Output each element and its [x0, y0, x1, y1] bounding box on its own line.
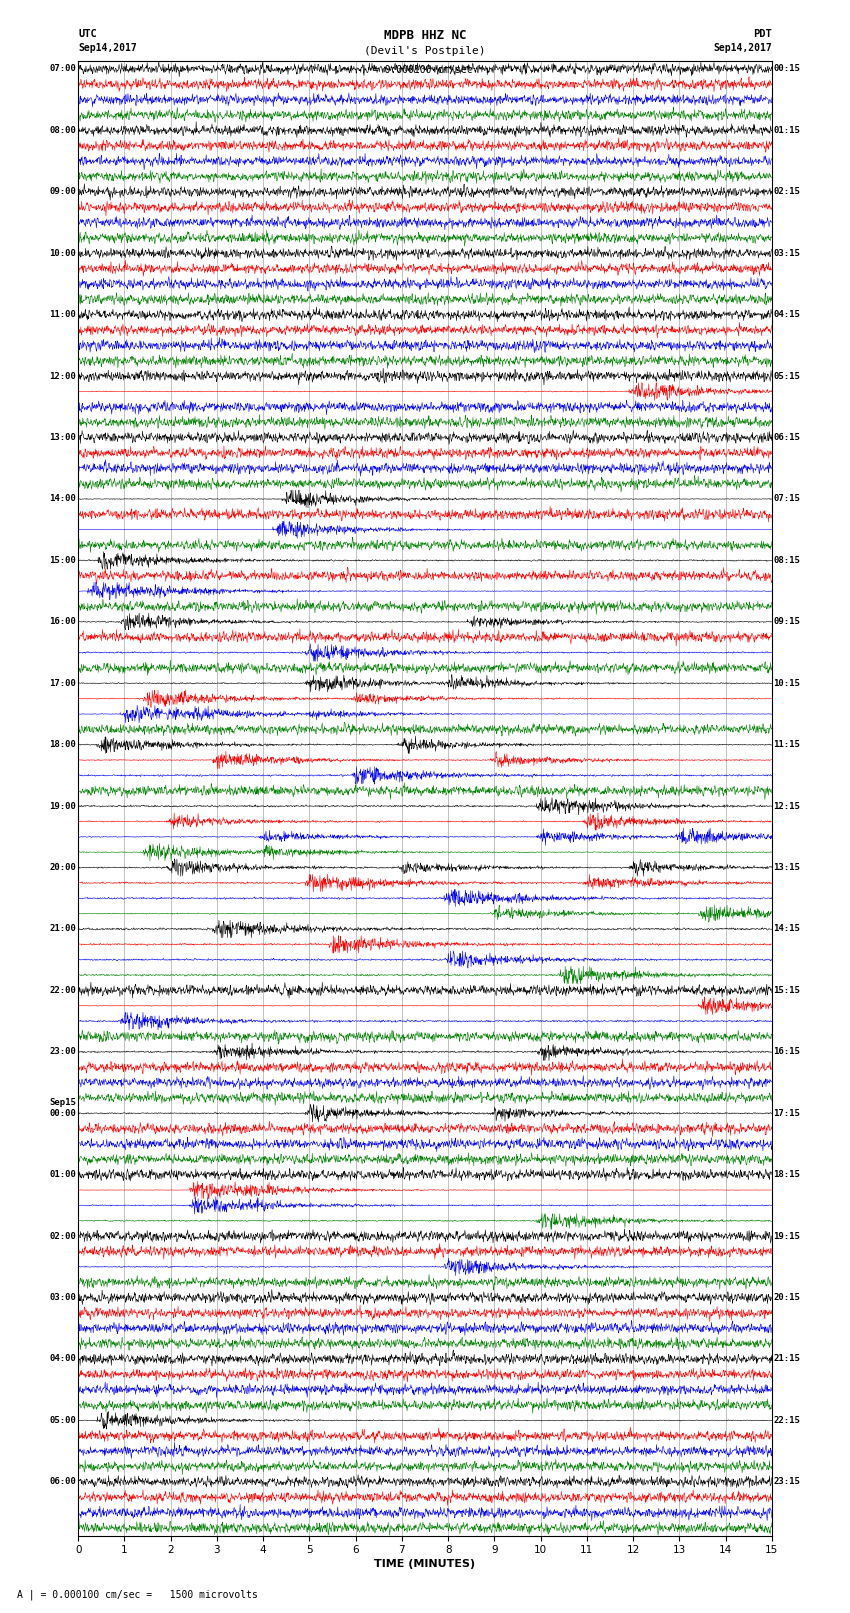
Text: 15:00: 15:00: [49, 556, 76, 565]
Text: 11:00: 11:00: [49, 310, 76, 319]
Text: 17:00: 17:00: [49, 679, 76, 687]
Text: 11:15: 11:15: [774, 740, 801, 748]
Text: 04:15: 04:15: [774, 310, 801, 319]
Text: 14:15: 14:15: [774, 924, 801, 934]
Text: 21:00: 21:00: [49, 924, 76, 934]
Text: 09:15: 09:15: [774, 618, 801, 626]
Text: 23:15: 23:15: [774, 1478, 801, 1486]
Text: 15:15: 15:15: [774, 986, 801, 995]
Text: 18:00: 18:00: [49, 740, 76, 748]
Text: 22:15: 22:15: [774, 1416, 801, 1424]
Text: 06:00: 06:00: [49, 1478, 76, 1486]
Text: 09:00: 09:00: [49, 187, 76, 197]
Text: A | = 0.000100 cm/sec =   1500 microvolts: A | = 0.000100 cm/sec = 1500 microvolts: [17, 1589, 258, 1600]
Text: 18:15: 18:15: [774, 1169, 801, 1179]
Text: 22:00: 22:00: [49, 986, 76, 995]
X-axis label: TIME (MINUTES): TIME (MINUTES): [375, 1560, 475, 1569]
Text: 07:00: 07:00: [49, 65, 76, 74]
Text: 05:15: 05:15: [774, 371, 801, 381]
Text: PDT: PDT: [753, 29, 772, 39]
Text: UTC: UTC: [78, 29, 97, 39]
Text: Sep15: Sep15: [49, 1098, 76, 1107]
Text: 08:15: 08:15: [774, 556, 801, 565]
Text: 23:00: 23:00: [49, 1047, 76, 1057]
Text: 03:00: 03:00: [49, 1294, 76, 1302]
Text: 02:00: 02:00: [49, 1232, 76, 1240]
Text: (Devil's Postpile): (Devil's Postpile): [365, 47, 485, 56]
Text: 03:15: 03:15: [774, 248, 801, 258]
Text: 07:15: 07:15: [774, 495, 801, 503]
Text: 21:15: 21:15: [774, 1355, 801, 1363]
Text: 13:00: 13:00: [49, 432, 76, 442]
Text: 13:15: 13:15: [774, 863, 801, 873]
Text: 01:00: 01:00: [49, 1169, 76, 1179]
Text: 01:15: 01:15: [774, 126, 801, 135]
Text: Sep14,2017: Sep14,2017: [713, 44, 772, 53]
Text: 17:15: 17:15: [774, 1108, 801, 1118]
Text: Sep14,2017: Sep14,2017: [78, 44, 137, 53]
Text: 16:15: 16:15: [774, 1047, 801, 1057]
Text: 12:00: 12:00: [49, 371, 76, 381]
Text: 02:15: 02:15: [774, 187, 801, 197]
Text: 04:00: 04:00: [49, 1355, 76, 1363]
Text: 00:15: 00:15: [774, 65, 801, 74]
Text: 20:15: 20:15: [774, 1294, 801, 1302]
Text: 12:15: 12:15: [774, 802, 801, 811]
Text: 19:00: 19:00: [49, 802, 76, 811]
Text: | = 0.000100 cm/sec: | = 0.000100 cm/sec: [360, 65, 473, 76]
Text: 10:00: 10:00: [49, 248, 76, 258]
Text: 20:00: 20:00: [49, 863, 76, 873]
Text: 19:15: 19:15: [774, 1232, 801, 1240]
Text: 05:00: 05:00: [49, 1416, 76, 1424]
Text: 00:00: 00:00: [49, 1108, 76, 1118]
Text: 10:15: 10:15: [774, 679, 801, 687]
Text: MDPB HHZ NC: MDPB HHZ NC: [383, 29, 467, 42]
Text: 14:00: 14:00: [49, 495, 76, 503]
Text: 16:00: 16:00: [49, 618, 76, 626]
Text: 08:00: 08:00: [49, 126, 76, 135]
Text: 06:15: 06:15: [774, 432, 801, 442]
